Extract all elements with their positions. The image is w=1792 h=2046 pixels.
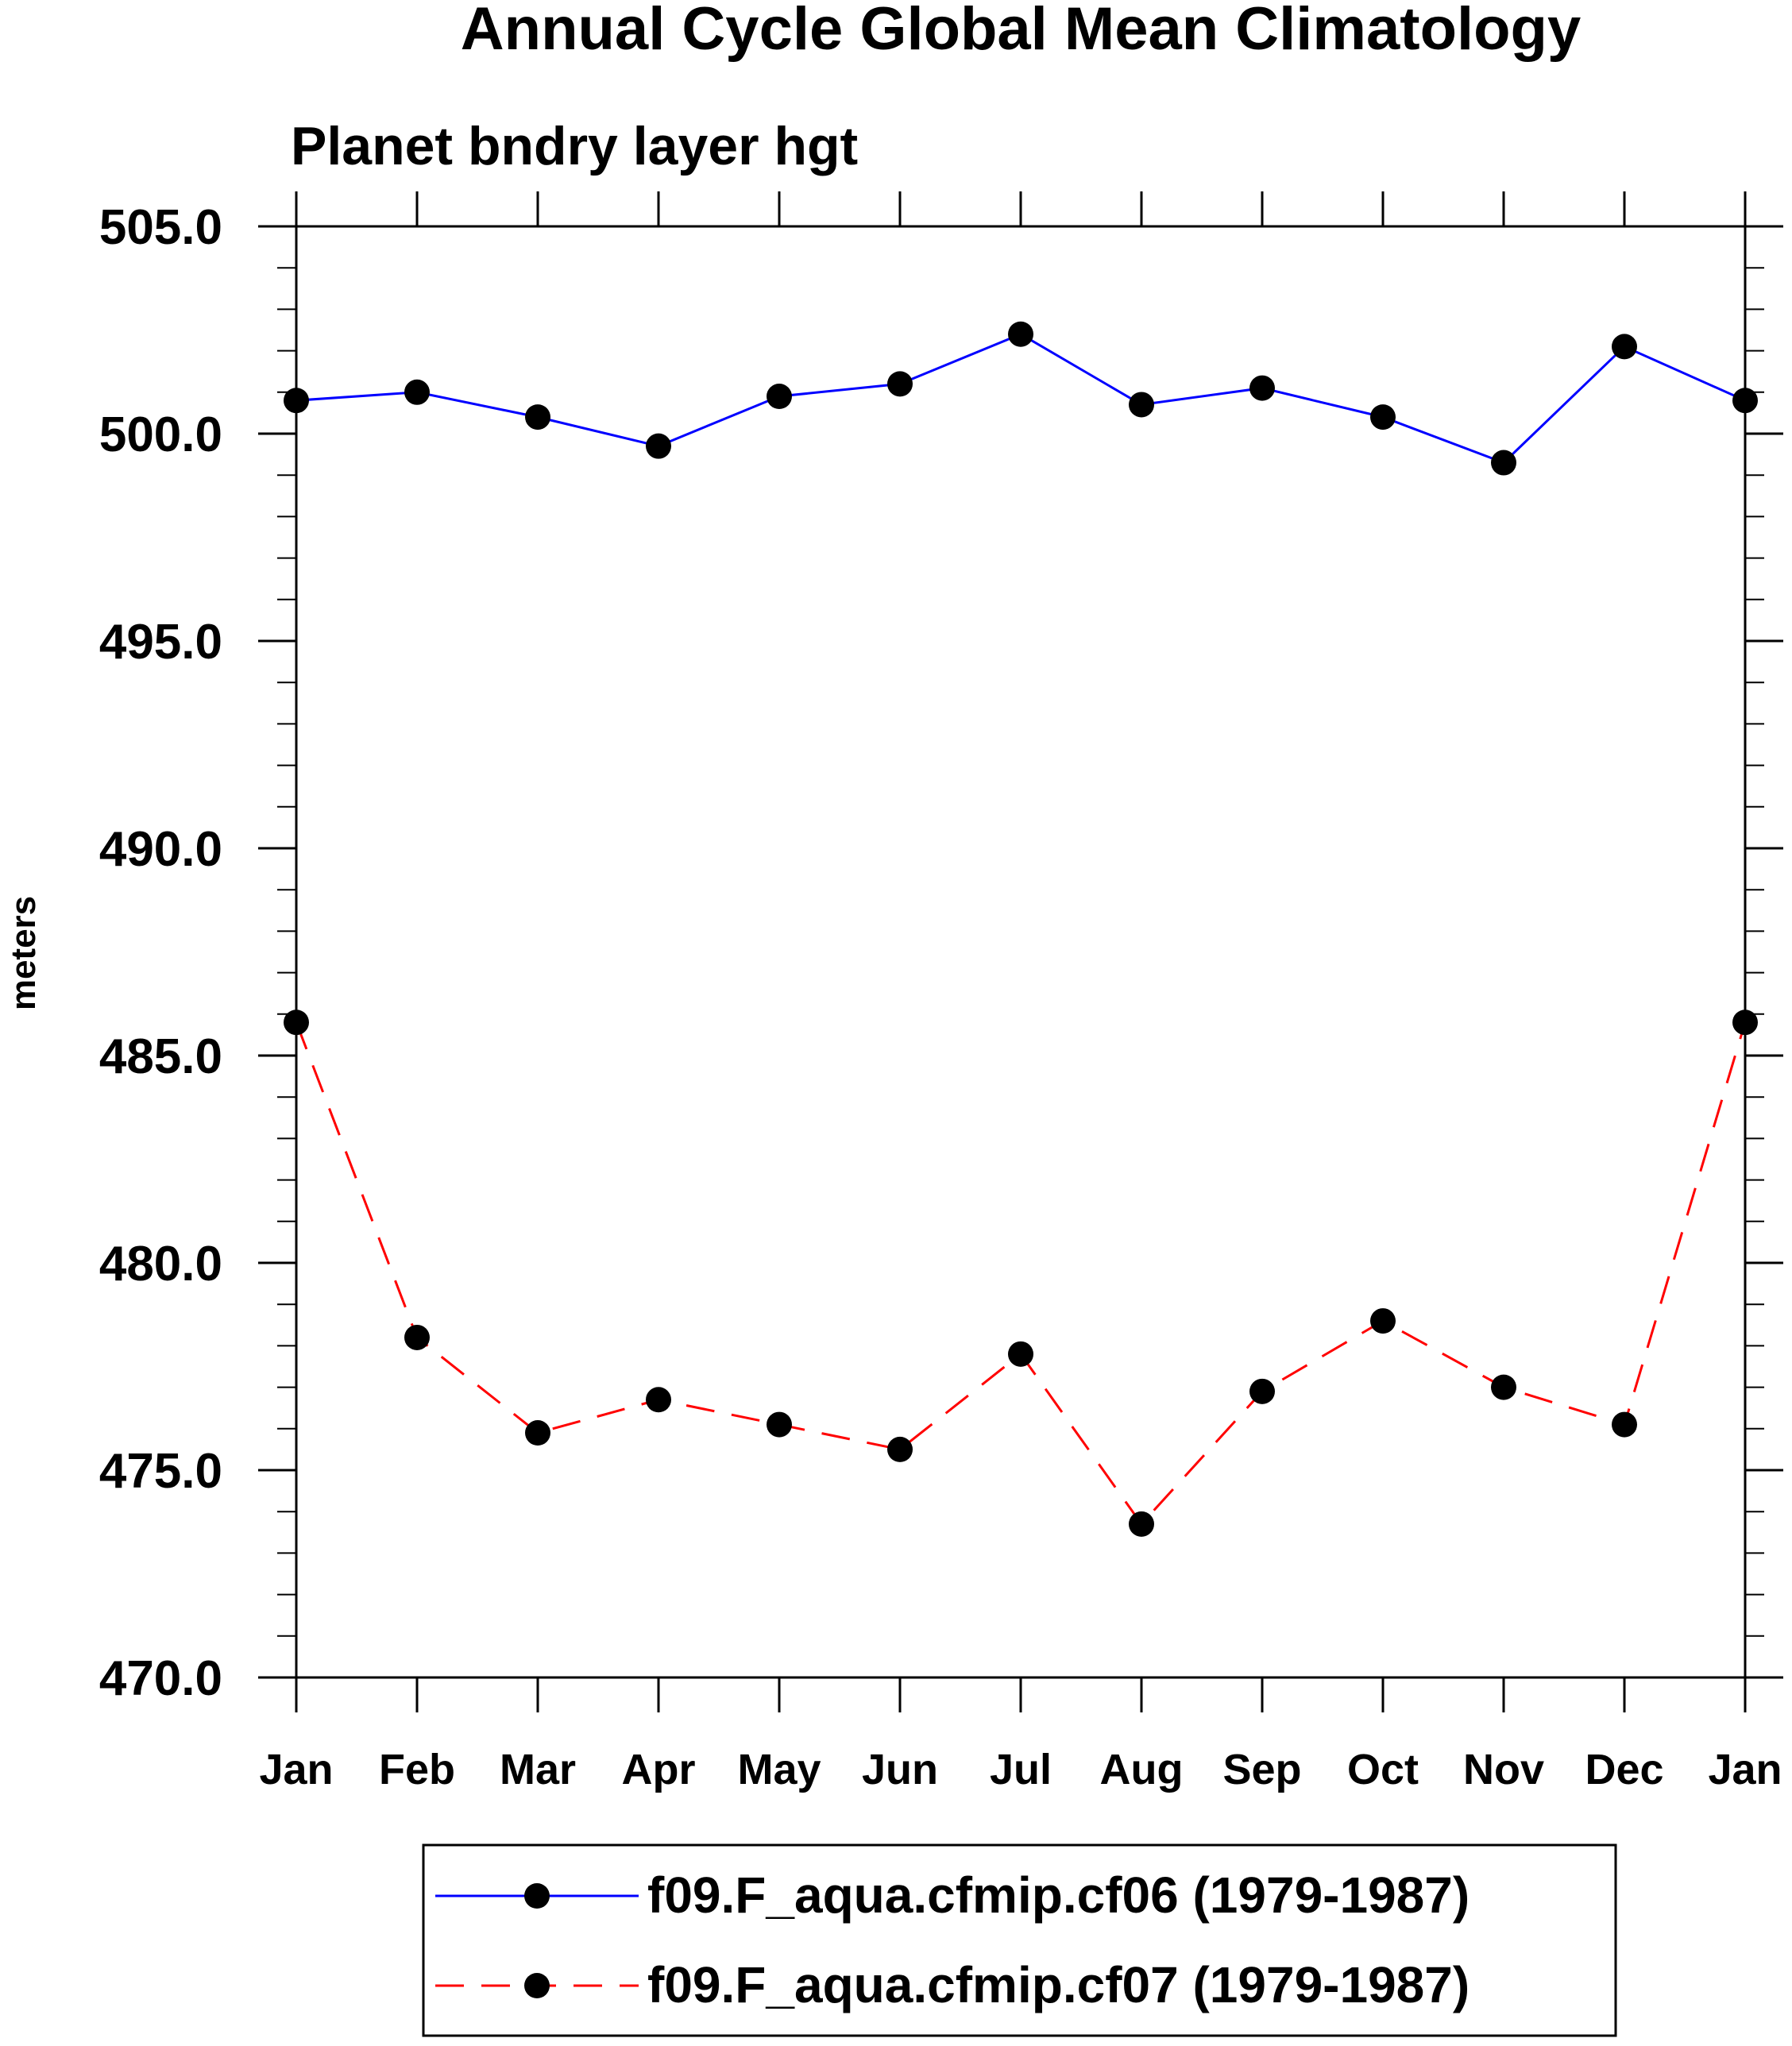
data-point — [1370, 404, 1396, 430]
data-point — [1491, 1374, 1516, 1400]
data-point — [887, 1436, 913, 1462]
data-point — [1129, 392, 1154, 418]
x-tick-label: Jun — [862, 1746, 938, 1793]
series-layer — [284, 321, 1758, 1537]
data-point — [1129, 1511, 1154, 1537]
y-tick-label: 480.0 — [99, 1237, 222, 1291]
x-tick-label: Jan — [259, 1746, 333, 1793]
x-tick-label: Feb — [379, 1746, 455, 1793]
data-point — [1008, 1341, 1033, 1367]
legend: f09.F_aqua.cfmip.cf06 (1979-1987) f09.F_… — [422, 1843, 1617, 2037]
y-tick-label: 470.0 — [99, 1651, 222, 1706]
chart-title: Annual Cycle Global Mean Climatology — [461, 0, 1581, 63]
data-point — [1491, 450, 1516, 476]
data-point — [525, 1420, 550, 1446]
x-tick-label: Mar — [500, 1746, 576, 1793]
y-tick-label: 490.0 — [99, 822, 222, 877]
axis-ticks — [258, 191, 1783, 1712]
y-tick-label: 475.0 — [99, 1444, 222, 1499]
data-point — [1249, 375, 1275, 401]
legend-label-cf07: f09.F_aqua.cfmip.cf07 (1979-1987) — [647, 1956, 1470, 2013]
y-axis-label: meters — [4, 896, 43, 1010]
legend-label-cf06: f09.F_aqua.cfmip.cf06 (1979-1987) — [647, 1866, 1470, 1924]
data-point — [525, 404, 550, 430]
data-point — [1732, 388, 1758, 414]
x-tick-label: Sep — [1222, 1746, 1301, 1793]
y-tick-label: 505.0 — [99, 200, 222, 255]
plot-frame — [295, 225, 1747, 1679]
x-tick-label: Aug — [1100, 1746, 1184, 1793]
x-tick-label: Oct — [1347, 1746, 1419, 1793]
data-point — [767, 384, 792, 410]
y-tick-label: 500.0 — [99, 407, 222, 462]
data-point — [404, 379, 430, 405]
x-tick-label: Jul — [990, 1746, 1052, 1793]
data-point — [1612, 334, 1637, 360]
data-point — [284, 388, 309, 414]
x-tick-label: Apr — [622, 1746, 696, 1793]
data-point — [887, 371, 913, 397]
x-tick-label: Dec — [1585, 1746, 1663, 1793]
data-point — [1370, 1308, 1396, 1334]
data-point — [646, 433, 671, 459]
data-point — [1008, 321, 1033, 347]
data-point — [1732, 1009, 1758, 1036]
legend-box — [422, 1843, 1617, 2037]
data-point — [1612, 1411, 1637, 1438]
legend-marker-cf07 — [524, 1973, 550, 1998]
data-point — [767, 1411, 792, 1438]
series-line-2 — [295, 1021, 1747, 1527]
x-tick-label: Nov — [1463, 1746, 1544, 1793]
series-line-1 — [295, 333, 1746, 465]
data-point — [1249, 1378, 1275, 1404]
data-point — [284, 1009, 309, 1036]
x-tick-label: Jan — [1708, 1746, 1782, 1793]
legend-marker-cf06 — [524, 1883, 550, 1909]
y-tick-label: 485.0 — [99, 1029, 222, 1084]
data-point — [404, 1324, 430, 1350]
data-point — [646, 1387, 671, 1413]
y-tick-label: 495.0 — [99, 615, 222, 670]
x-tick-label: May — [737, 1746, 821, 1793]
chart-subtitle: Planet bndry layer hgt — [291, 116, 858, 176]
